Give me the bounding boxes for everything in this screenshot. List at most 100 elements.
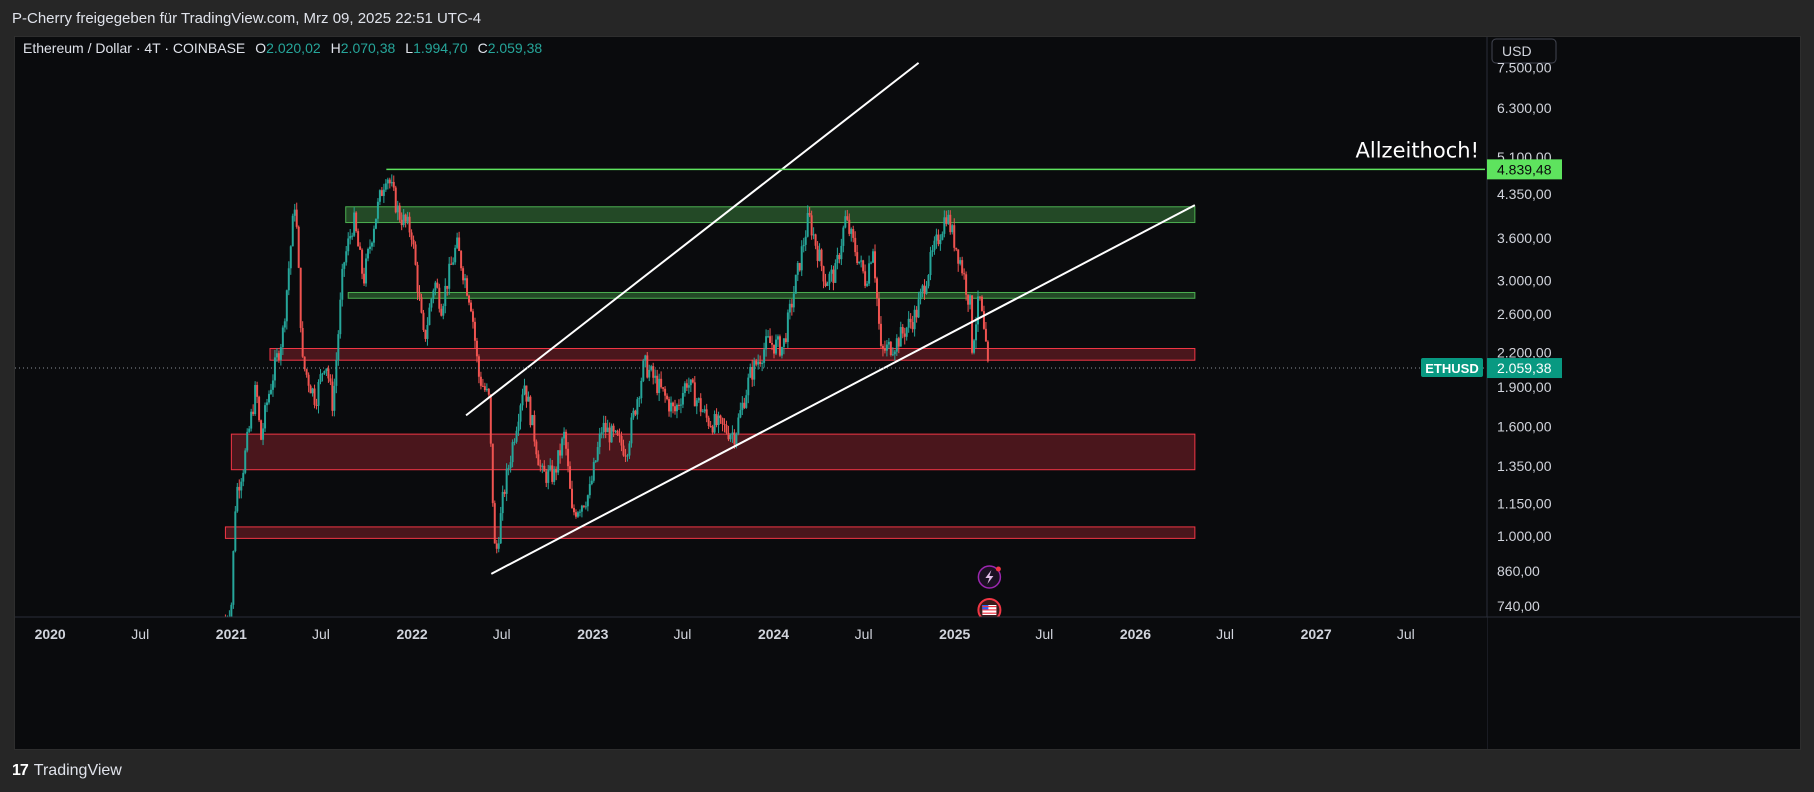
lightning-glyph-icon — [985, 570, 994, 584]
legend-close-value: 2.059,38 — [488, 40, 543, 56]
y-tick-label: 740,00 — [1497, 598, 1540, 614]
candle-body — [555, 468, 558, 473]
candle-body — [533, 415, 536, 442]
candle-body — [725, 424, 728, 433]
candle-body — [874, 251, 877, 279]
candle-body — [881, 345, 884, 349]
candle-body — [628, 443, 631, 456]
candle-body — [414, 244, 417, 265]
candle-body — [361, 249, 364, 274]
candle-body — [252, 411, 255, 415]
tradingview-logo-icon: 17 — [12, 762, 29, 779]
candle-body — [640, 380, 643, 399]
y-tick-label: 2.600,00 — [1497, 306, 1552, 322]
candle-body — [309, 385, 312, 394]
candle-body — [810, 215, 813, 236]
candle-body — [248, 428, 251, 432]
candle-body — [862, 260, 865, 272]
candle-body — [388, 179, 391, 184]
candle-body — [691, 379, 694, 383]
candle-body — [610, 425, 613, 443]
x-tick-label: 2020 — [35, 626, 66, 642]
candle-body — [359, 246, 362, 250]
candle-body — [416, 264, 419, 293]
candle-body — [907, 318, 910, 328]
candle-body — [468, 295, 471, 303]
candle-body — [947, 214, 950, 224]
candle-body — [681, 392, 684, 405]
candle-body — [632, 410, 635, 418]
y-tick-label: 1.000,00 — [1497, 528, 1552, 544]
flag-stripe-icon — [982, 612, 997, 614]
candle-body — [693, 382, 696, 407]
candle-body — [559, 450, 562, 456]
candle-body — [269, 389, 272, 394]
x-tick-label: 2022 — [397, 626, 428, 642]
candle-body — [773, 344, 776, 354]
candle-body — [727, 432, 730, 440]
chart-caption: P-Cherry freigegeben für TradingView.com… — [12, 10, 482, 27]
candle-body — [891, 354, 894, 356]
candle-body — [622, 445, 625, 456]
candle-body — [598, 433, 601, 448]
candle-body — [450, 263, 453, 265]
currency-button[interactable] — [1491, 38, 1557, 64]
candle-body — [499, 513, 502, 544]
candle-body — [569, 466, 572, 489]
candle-body — [396, 205, 399, 213]
x-tick-label: Jul — [493, 626, 511, 642]
candle-body — [913, 309, 916, 330]
candle-body — [287, 268, 290, 291]
candle-body — [788, 303, 791, 313]
candle-body — [677, 404, 680, 406]
candle-body — [331, 381, 334, 411]
candle-body — [630, 417, 633, 444]
candle-body — [365, 258, 368, 284]
candle-body — [509, 462, 512, 468]
candle-body — [232, 551, 235, 605]
legend-low-label: L — [405, 40, 413, 56]
candle-body — [919, 291, 922, 300]
candle-body — [254, 384, 257, 415]
candle-body — [246, 431, 249, 451]
candle-body — [470, 302, 473, 312]
candle-body — [820, 249, 823, 267]
candle-body — [723, 424, 726, 426]
candle-body — [814, 234, 817, 246]
candle-body — [475, 340, 478, 357]
candle-body — [549, 465, 552, 470]
candle-body — [438, 287, 441, 309]
candle-body — [299, 267, 302, 328]
candle-body — [745, 395, 748, 408]
candle-body — [804, 236, 807, 245]
candle-body — [398, 205, 401, 220]
candle-body — [297, 226, 300, 268]
price-chart[interactable]: Allzeithoch!ETHUSDUSD7.500,006.300,005.1… — [15, 37, 1800, 749]
candle-body — [404, 214, 407, 222]
candle-body — [458, 237, 461, 251]
candle-body — [273, 357, 276, 381]
candle-body — [547, 469, 550, 483]
resistance-zone-1 — [347, 291, 1196, 299]
candle-body — [646, 355, 649, 378]
candle-body — [442, 306, 445, 316]
candle-body — [363, 273, 366, 284]
candle-body — [717, 415, 720, 426]
chart-panel[interactable]: Allzeithoch! ETHUSD USD 7.500,00 6.300,00 5.1… — [14, 36, 1801, 750]
x-tick-label: 2026 — [1120, 626, 1151, 642]
candle-body — [636, 399, 639, 415]
candle-body — [830, 269, 833, 274]
candle-body — [872, 251, 875, 263]
candle-body — [236, 486, 239, 512]
candle-body — [420, 297, 423, 313]
candle-body — [751, 367, 754, 380]
candle-body — [652, 366, 655, 378]
candle-body — [382, 189, 385, 196]
x-tick-label: Jul — [131, 626, 149, 642]
x-tick-label: 2027 — [1301, 626, 1332, 642]
candle-body — [277, 353, 280, 360]
candle-body — [335, 359, 338, 386]
candle-body — [735, 433, 738, 445]
candle-body — [986, 341, 989, 362]
candle-body — [939, 239, 942, 245]
